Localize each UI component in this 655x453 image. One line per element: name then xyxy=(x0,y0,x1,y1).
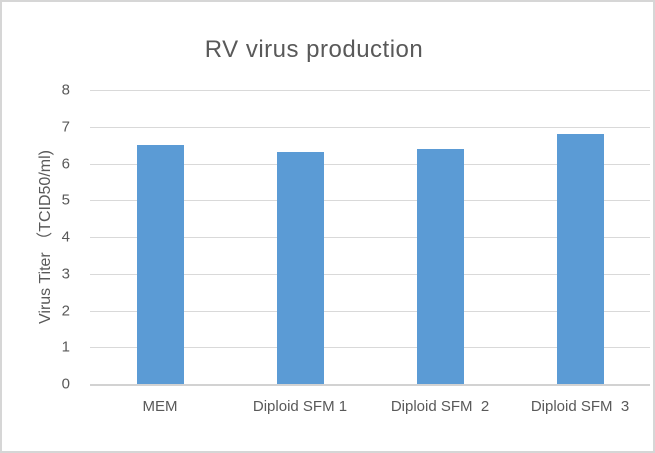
y-tick-label: 8 xyxy=(61,81,70,99)
x-tick-label: Diploid SFM 1 xyxy=(252,398,348,415)
gridline xyxy=(90,237,650,238)
bar-diploid-sfm-3 xyxy=(557,134,604,384)
bar-diploid-sfm-1 xyxy=(277,152,324,384)
bar-diploid-sfm-2 xyxy=(417,149,464,384)
x-tick-label: MEM xyxy=(142,398,178,415)
y-tick-label: 7 xyxy=(61,118,70,136)
y-tick-label: 0 xyxy=(61,375,70,393)
bar-mem xyxy=(137,145,184,384)
y-tick-label: 4 xyxy=(61,228,70,246)
x-tick-label: Diploid SFM 2 xyxy=(390,398,490,415)
y-tick-label: 1 xyxy=(61,338,70,356)
gridline xyxy=(90,200,650,201)
y-tick-label: 2 xyxy=(61,302,70,319)
x-tick-label: Diploid SFM 3 xyxy=(530,398,630,415)
gridline xyxy=(90,311,650,312)
x-axis-line xyxy=(90,384,650,386)
gridline xyxy=(90,90,650,91)
chart-title: RV virus production xyxy=(204,36,424,63)
plot-area xyxy=(90,90,650,386)
gridline xyxy=(90,274,650,275)
y-tick-label: 6 xyxy=(61,155,70,172)
gridline xyxy=(90,164,650,165)
gridline xyxy=(90,347,650,348)
y-tick-label: 5 xyxy=(61,191,70,209)
gridline xyxy=(90,127,650,128)
y-tick-label: 3 xyxy=(61,265,70,283)
